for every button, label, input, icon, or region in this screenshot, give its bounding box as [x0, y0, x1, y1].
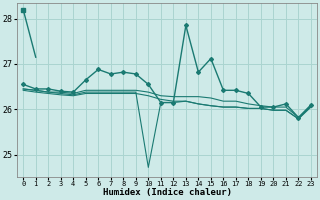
X-axis label: Humidex (Indice chaleur): Humidex (Indice chaleur): [103, 188, 232, 197]
